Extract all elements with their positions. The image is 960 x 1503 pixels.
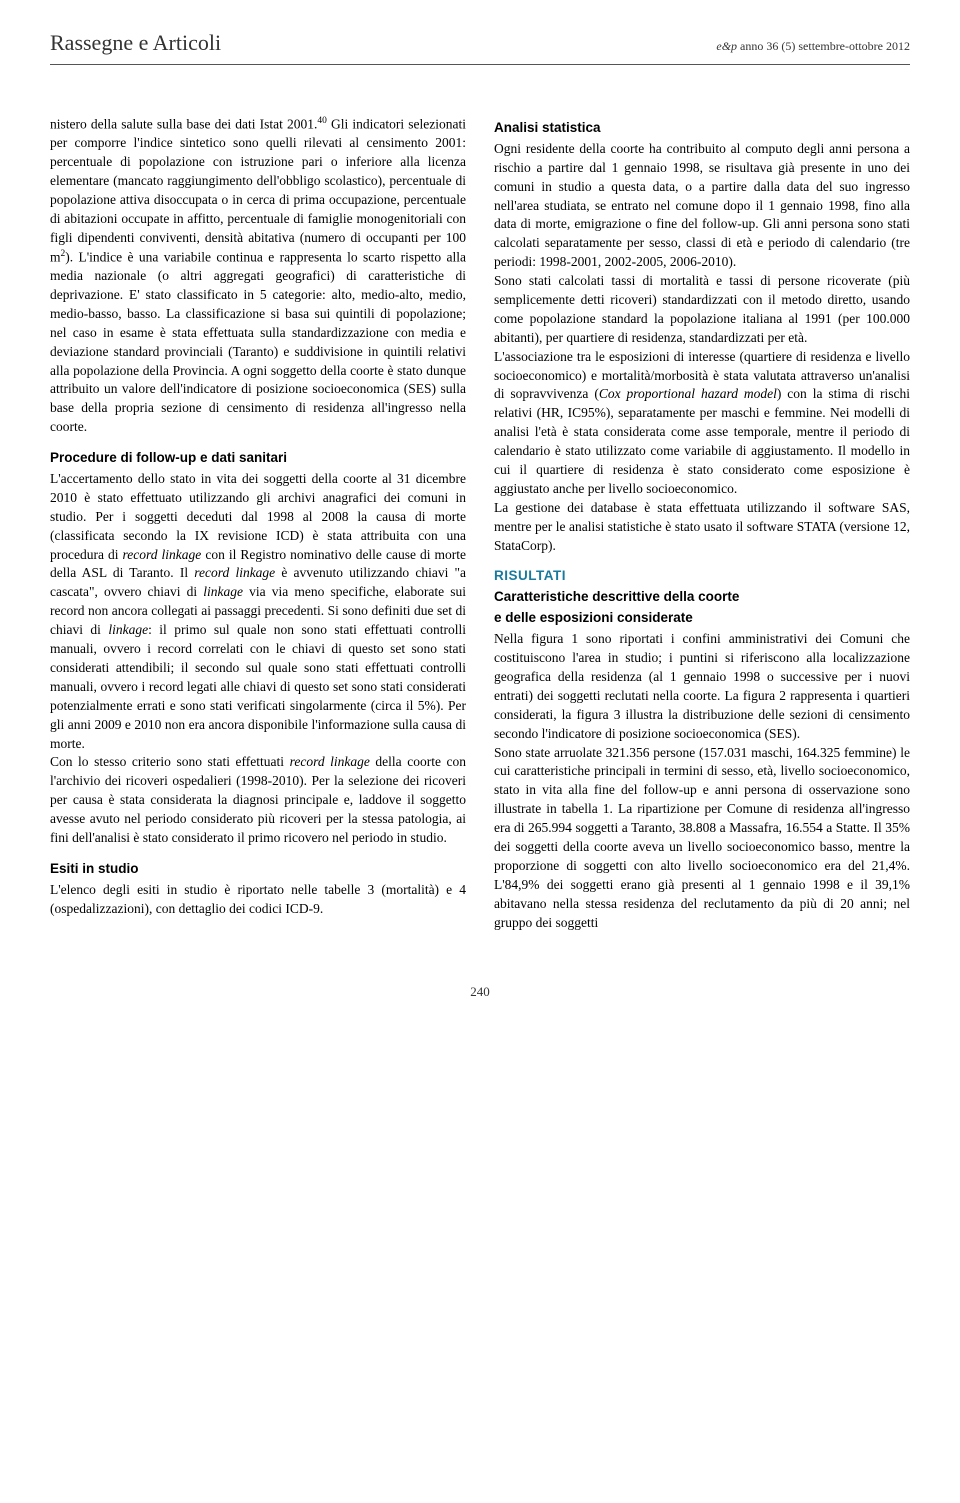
subsection-heading: Caratteristiche descrittive della coorte bbox=[494, 588, 910, 607]
paragraph: Con lo stesso criterio sono stati effett… bbox=[50, 753, 466, 847]
paragraph: L'associazione tra le esposizioni di int… bbox=[494, 348, 910, 499]
page-header: Rassegne e Articoli e&p anno 36 (5) sett… bbox=[50, 30, 910, 65]
section-title: Rassegne e Articoli bbox=[50, 30, 221, 56]
journal-mark: e&p bbox=[716, 39, 737, 53]
subsection-heading: Analisi statistica bbox=[494, 119, 910, 138]
subsection-heading: e delle esposizioni considerate bbox=[494, 609, 910, 628]
left-column: nistero della salute sulla base dei dati… bbox=[50, 115, 466, 944]
issue-text: anno 36 (5) settembre-ottobre 2012 bbox=[740, 39, 910, 53]
page-number: 240 bbox=[50, 984, 910, 1000]
main-section-heading: RISULTATI bbox=[494, 567, 910, 586]
right-column: Analisi statistica Ogni residente della … bbox=[494, 115, 910, 944]
subsection-heading: Esiti in studio bbox=[50, 860, 466, 879]
two-column-layout: nistero della salute sulla base dei dati… bbox=[50, 115, 910, 944]
paragraph: L'accertamento dello stato in vita dei s… bbox=[50, 470, 466, 753]
paragraph: L'elenco degli esiti in studio è riporta… bbox=[50, 881, 466, 919]
paragraph: Sono state arruolate 321.356 persone (15… bbox=[494, 744, 910, 933]
subsection-heading: Procedure di follow-up e dati sanitari bbox=[50, 449, 466, 468]
paragraph: Ogni residente della coorte ha contribui… bbox=[494, 140, 910, 272]
paragraph: La gestione dei database è stata effettu… bbox=[494, 499, 910, 556]
paragraph: Sono stati calcolati tassi di mortalità … bbox=[494, 272, 910, 348]
issue-info: e&p anno 36 (5) settembre-ottobre 2012 bbox=[716, 39, 910, 54]
paragraph: Nella figura 1 sono riportati i confini … bbox=[494, 630, 910, 743]
paragraph: nistero della salute sulla base dei dati… bbox=[50, 115, 466, 437]
